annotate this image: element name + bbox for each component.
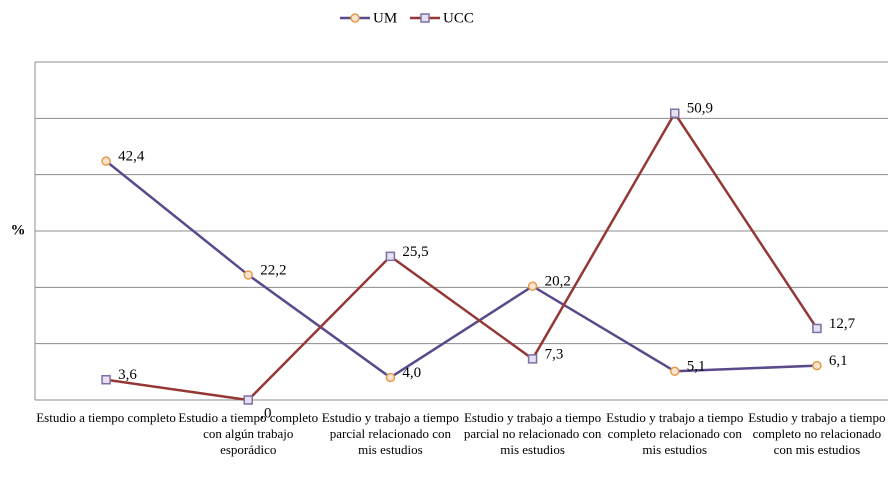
data-label: 6,1 (829, 353, 848, 369)
data-label: 20,2 (545, 274, 571, 290)
data-point (385, 251, 396, 262)
data-label: 12,7 (829, 316, 856, 332)
data-point (243, 270, 253, 280)
data-point (670, 108, 680, 119)
data-label: 5,1 (687, 359, 706, 375)
data-label: 50,9 (687, 101, 713, 117)
series-line (105, 160, 817, 379)
data-point (243, 395, 253, 405)
data-point (812, 323, 822, 334)
data-point (527, 354, 538, 364)
legend-label: UCC (443, 10, 474, 26)
x-tick-label: Estudio a tiempo completo con algún trab… (178, 410, 319, 457)
x-tick-label: Estudio y trabajo a tiempo completo rela… (606, 410, 744, 457)
x-tick-label: Estudio y trabajo a tiempo parcial relac… (321, 410, 459, 457)
data-label: ,0 (260, 405, 271, 421)
data-point (527, 281, 538, 291)
y-axis-title: % (11, 222, 26, 238)
legend-marker (350, 13, 360, 23)
data-point (385, 372, 396, 383)
data-label: 7,3 (545, 346, 564, 362)
x-tick-label: Estudio y trabajo a tiempo completo no r… (748, 410, 886, 457)
x-tick-label: Estudio y trabajo a tiempo parcial no re… (463, 410, 602, 457)
x-tick-label: Estudio a tiempo completo (36, 410, 176, 425)
data-label: 4,0 (402, 365, 421, 381)
series-line (105, 110, 818, 402)
data-label: 22,2 (260, 262, 286, 278)
legend-marker (420, 13, 430, 23)
data-label: 3,6 (118, 367, 137, 383)
legend-label: UM (373, 10, 397, 26)
data-point (101, 156, 111, 166)
data-point (101, 374, 111, 385)
data-point (670, 366, 680, 377)
data-label: 42,4 (118, 149, 145, 165)
data-label: 25,5 (402, 244, 428, 260)
data-point (812, 360, 822, 371)
